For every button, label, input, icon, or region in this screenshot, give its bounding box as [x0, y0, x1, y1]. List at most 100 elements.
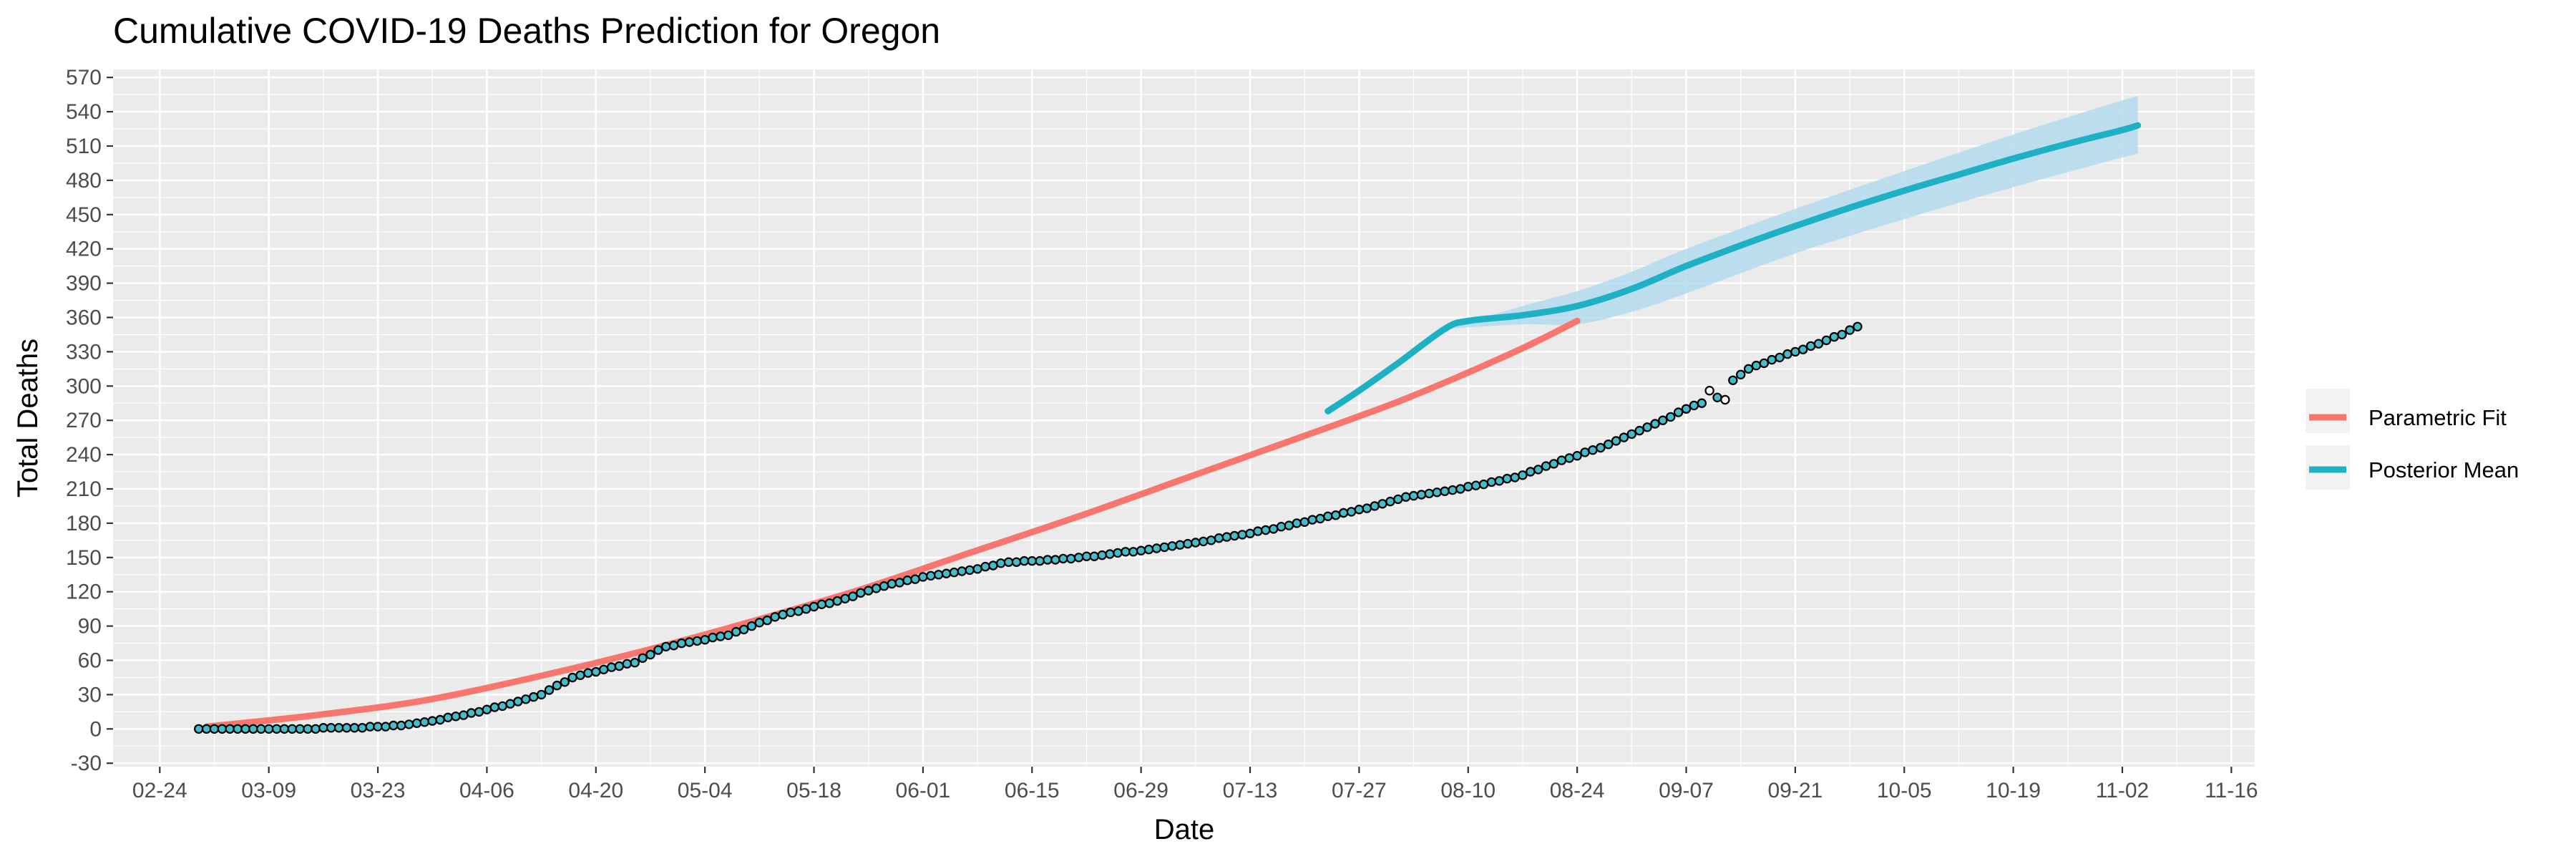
observed-point [684, 637, 695, 647]
observed-point [1113, 548, 1123, 558]
observed-point [1478, 479, 1489, 490]
observed-point [381, 722, 391, 732]
observed-point [1143, 544, 1154, 555]
observed-point [700, 635, 710, 645]
observed-point [1759, 358, 1769, 369]
observed-point [801, 604, 811, 614]
observed-point [1105, 549, 1115, 559]
observed-point [746, 621, 757, 631]
observed-point [1805, 341, 1816, 351]
y-tick-label: 60 [78, 649, 102, 673]
observed-point [856, 588, 866, 598]
observed-point [482, 704, 492, 714]
observed-point [536, 689, 547, 700]
observed-point [1470, 480, 1481, 490]
observed-point [1650, 419, 1660, 429]
observed-point [1292, 518, 1302, 528]
observed-point [1206, 535, 1216, 545]
observed-point [770, 612, 780, 622]
observed-point [451, 712, 461, 722]
observed-point [489, 702, 500, 712]
y-tick-label: 180 [66, 512, 102, 535]
observed-point [1198, 536, 1209, 547]
observed-point [1837, 329, 1847, 340]
y-axis-label: Total Deaths [12, 339, 44, 498]
observed-point [645, 649, 655, 660]
y-tick-label: 540 [66, 100, 102, 124]
observed-point [583, 668, 593, 678]
observed-point [1400, 492, 1411, 502]
observed-point [1229, 530, 1239, 541]
x-tick-label: 03-09 [241, 779, 296, 802]
observed-point [786, 607, 796, 618]
observed-point [1494, 476, 1504, 486]
observed-point [653, 645, 663, 655]
observed-point [832, 596, 842, 606]
observed-point [1065, 553, 1076, 564]
observed-point [248, 724, 258, 734]
chart-title: Cumulative COVID-19 Deaths Prediction fo… [113, 11, 940, 51]
grid-minor [113, 69, 2255, 767]
observed-point [1323, 511, 1333, 522]
observed-point [389, 720, 399, 731]
credible-band-layer [1445, 96, 2138, 329]
observed-point [918, 572, 928, 582]
observed-point [1689, 400, 1699, 411]
observed-point [1050, 555, 1060, 565]
x-tick-label: 09-21 [1767, 779, 1823, 802]
observed-point [1728, 375, 1738, 386]
observed-point [1658, 415, 1668, 425]
observed-point [1619, 432, 1629, 442]
x-tick-label: 11-16 [2205, 779, 2258, 802]
observed-point [1712, 392, 1722, 403]
observed-point [552, 680, 562, 691]
x-tick-labels: 02-24 03-09 03-23 04-06 04-20 05-04 05-18 06-01… [132, 779, 2258, 802]
observed-point [357, 723, 367, 733]
observed-point [217, 724, 228, 734]
y-tick-label: 300 [66, 374, 102, 398]
series-layer [203, 122, 2142, 730]
observed-point [1043, 555, 1053, 565]
observed-point [1424, 488, 1435, 499]
y-tick-label: 150 [66, 546, 102, 570]
observed-point [1097, 550, 1107, 560]
observed-point [980, 561, 990, 572]
y-tick-label: 330 [66, 340, 102, 364]
x-tick-label: 05-18 [786, 779, 841, 802]
observed-point [1510, 472, 1520, 482]
observed-point [1346, 507, 1357, 517]
observed-point [1393, 494, 1403, 505]
x-tick-label: 05-04 [678, 779, 733, 802]
y-tick-label: 390 [66, 272, 102, 296]
x-tick-label: 06-01 [896, 779, 951, 802]
y-tick-label: 90 [78, 615, 102, 639]
observed-point [661, 641, 671, 652]
observed-point [427, 716, 437, 726]
observed-point [529, 691, 539, 702]
legend: Parametric Fit Posterior Mean [2306, 389, 2519, 490]
parametric-fit-line [203, 317, 1581, 730]
observed-point [1580, 447, 1590, 457]
observed-point [894, 578, 904, 588]
observed-point [497, 701, 507, 712]
observed-point [1253, 526, 1263, 536]
observed-point [1307, 515, 1317, 525]
observed-point [1603, 440, 1614, 450]
y-tick-label: 270 [66, 409, 102, 432]
observed-point [1151, 543, 1162, 553]
observed-point [1385, 496, 1395, 507]
observed-point [209, 724, 220, 734]
x-tick-label: 06-29 [1113, 779, 1169, 802]
observed-point [902, 576, 912, 586]
observed-point [256, 724, 266, 734]
observed-point [1167, 541, 1177, 551]
x-tick-label: 08-10 [1440, 779, 1496, 802]
observed-point [303, 724, 313, 734]
observed-point [879, 581, 889, 591]
observed-point [1354, 505, 1365, 515]
observed-point [1448, 485, 1458, 495]
observed-point [1704, 386, 1714, 396]
observed-point [435, 714, 445, 725]
observed-point [1611, 436, 1621, 446]
observed-point [1284, 520, 1294, 530]
